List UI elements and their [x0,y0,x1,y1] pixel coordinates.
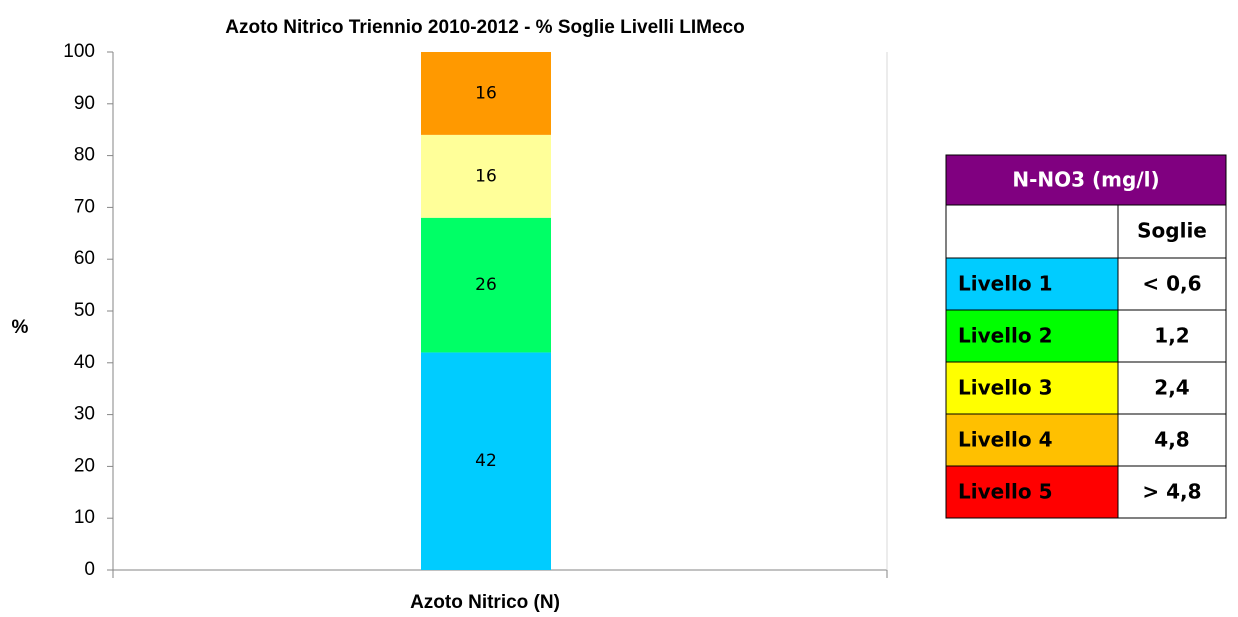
y-tick-label: 70 [74,196,95,217]
y-tick-label: 100 [63,41,95,62]
y-tick-label: 0 [84,559,95,580]
y-tick-label: 50 [74,300,95,321]
table-cell [945,465,1119,519]
row-value: 2,4 [1154,376,1189,400]
row-value: > 4,8 [1142,480,1201,504]
row-value: 4,8 [1154,428,1189,452]
table-title: N-NO3 (mg/l) [1012,168,1159,192]
row-label: Livello 1 [958,272,1053,296]
table-header [945,154,1227,206]
bar-segment [421,134,551,218]
row-label: Livello 3 [958,376,1053,400]
bar-segment [421,52,551,135]
row-label: Livello 4 [958,428,1053,452]
bar-segment [421,217,551,353]
y-tick-label: 20 [74,455,95,476]
y-axis-label: % [12,317,29,338]
bar-segment [421,352,551,570]
row-value: < 0,6 [1142,272,1201,296]
data-label: 16 [475,166,497,186]
data-label: 16 [475,83,497,103]
table-cell [1117,465,1227,519]
chart-title: Azoto Nitrico Triennio 2010-2012 - % Sog… [225,17,744,38]
row-value: 1,2 [1154,324,1189,348]
y-tick-label: 80 [74,145,95,166]
row-label: Livello 5 [958,480,1053,504]
x-tick-label: Azoto Nitrico (N) [410,592,560,613]
data-label: 26 [475,275,497,295]
table-cell [1117,413,1227,467]
y-tick-label: 40 [74,352,95,373]
y-tick-label: 90 [74,93,95,114]
table-cell [945,309,1119,363]
table-cell [1117,257,1227,311]
y-tick-label: 10 [74,507,95,528]
table-cell [945,413,1119,467]
y-tick-label: 60 [74,248,95,269]
table-cell [945,361,1119,415]
column-header: Soglie [1137,219,1207,243]
data-label: 42 [475,451,497,471]
y-tick-label: 30 [74,404,95,425]
table-cell [1117,361,1227,415]
table-cell [945,204,1119,259]
table-cell [1117,309,1227,363]
row-label: Livello 2 [958,324,1053,348]
